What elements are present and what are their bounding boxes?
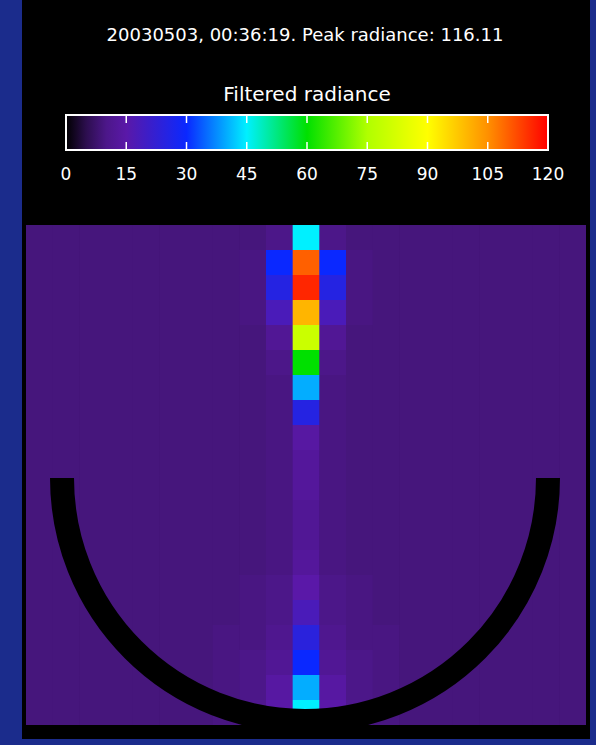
svg-text:0: 0 bbox=[61, 164, 72, 184]
svg-text:45: 45 bbox=[236, 164, 258, 184]
svg-text:30: 30 bbox=[176, 164, 198, 184]
svg-text:120: 120 bbox=[532, 164, 564, 184]
svg-text:60: 60 bbox=[296, 164, 318, 184]
svg-text:Filtered radiance: Filtered radiance bbox=[223, 82, 390, 106]
svg-text:15: 15 bbox=[115, 164, 137, 184]
svg-text:90: 90 bbox=[417, 164, 439, 184]
svg-text:75: 75 bbox=[356, 164, 378, 184]
svg-text:20030503, 00:36:19. Peak radia: 20030503, 00:36:19. Peak radiance: 116.1… bbox=[107, 24, 504, 45]
svg-text:105: 105 bbox=[472, 164, 504, 184]
